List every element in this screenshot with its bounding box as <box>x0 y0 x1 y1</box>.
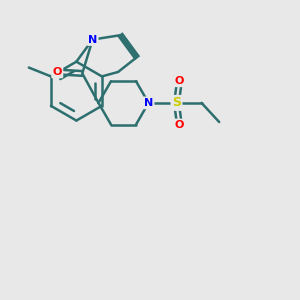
Text: O: O <box>175 76 184 86</box>
Text: S: S <box>172 96 181 110</box>
Text: N: N <box>88 34 97 45</box>
Text: O: O <box>175 120 184 130</box>
Text: N: N <box>144 98 153 108</box>
Text: O: O <box>52 67 62 77</box>
